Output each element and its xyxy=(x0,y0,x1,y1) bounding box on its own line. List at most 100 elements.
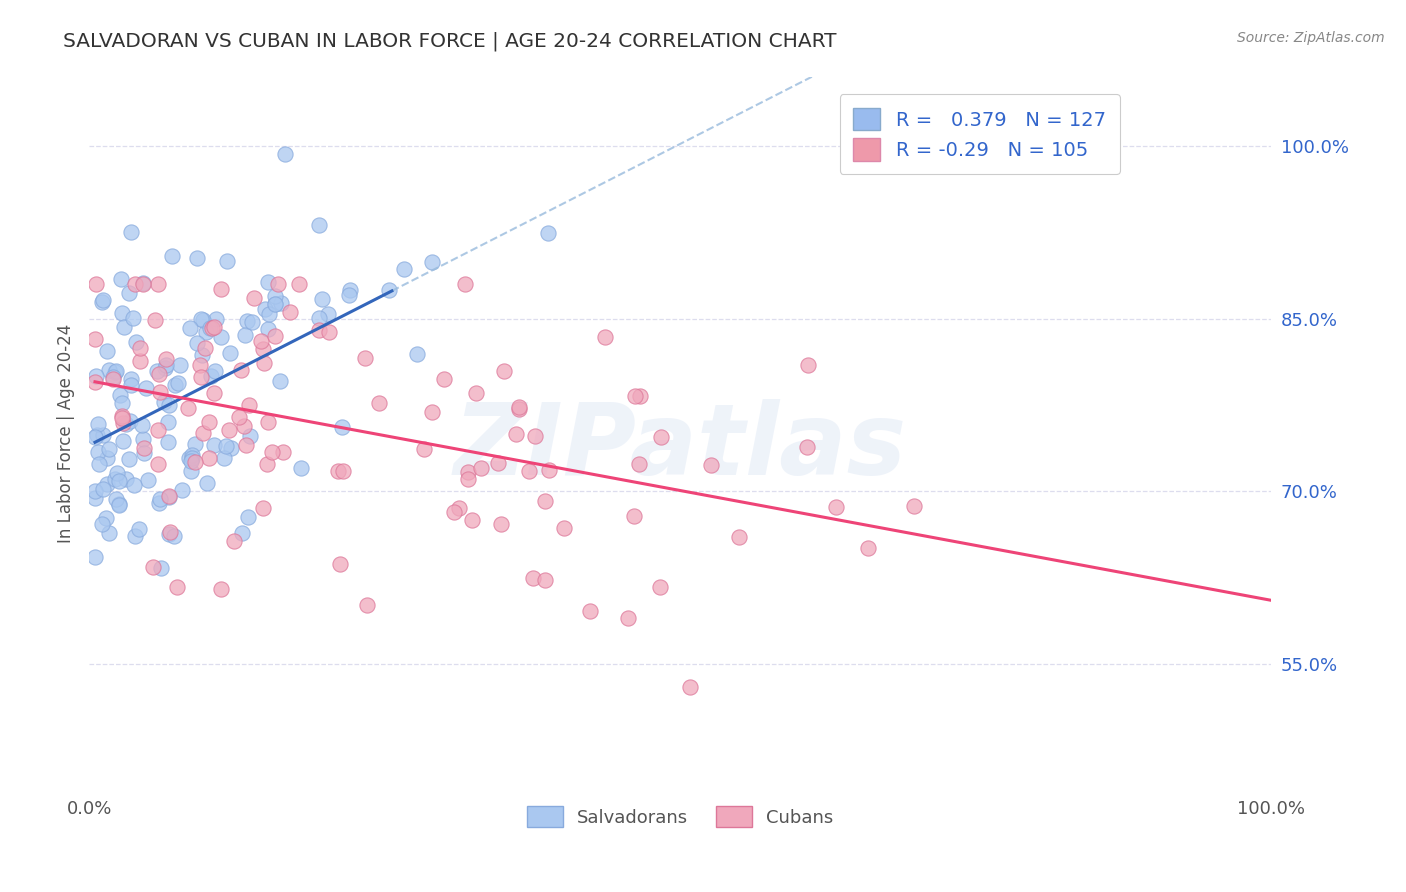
Point xyxy=(184,455,207,469)
Point xyxy=(108,498,131,512)
Point xyxy=(231,525,253,540)
Point xyxy=(308,311,330,326)
Point xyxy=(148,367,170,381)
Point xyxy=(250,334,273,348)
Point xyxy=(209,282,232,296)
Point xyxy=(308,218,330,232)
Point xyxy=(903,500,925,514)
Point xyxy=(194,326,217,340)
Point xyxy=(326,464,349,478)
Point xyxy=(114,417,136,432)
Point xyxy=(125,335,148,350)
Point xyxy=(215,439,238,453)
Point xyxy=(202,320,225,334)
Point xyxy=(153,361,176,376)
Point xyxy=(96,450,118,465)
Point xyxy=(464,386,486,401)
Point xyxy=(239,429,262,443)
Point xyxy=(195,476,218,491)
Point xyxy=(163,378,186,392)
Point xyxy=(96,477,118,491)
Point xyxy=(392,262,415,277)
Point xyxy=(155,352,177,367)
Point xyxy=(194,341,217,355)
Point xyxy=(263,328,285,343)
Point xyxy=(97,525,120,540)
Point xyxy=(101,372,124,386)
Point xyxy=(796,440,818,454)
Point xyxy=(149,384,172,399)
Point xyxy=(156,434,179,449)
Point xyxy=(308,322,330,336)
Point xyxy=(252,500,274,515)
Point xyxy=(107,474,129,488)
Point xyxy=(184,437,207,451)
Point xyxy=(112,320,135,334)
Point xyxy=(256,322,278,336)
Point xyxy=(148,277,170,292)
Point xyxy=(86,277,108,292)
Point xyxy=(93,483,115,497)
Point xyxy=(118,452,141,467)
Point xyxy=(209,330,232,344)
Point xyxy=(146,457,169,471)
Point xyxy=(579,604,602,618)
Point xyxy=(132,432,155,446)
Point xyxy=(198,415,221,429)
Point xyxy=(824,500,846,514)
Point xyxy=(101,369,124,384)
Point xyxy=(122,478,145,492)
Point xyxy=(149,491,172,506)
Point xyxy=(124,528,146,542)
Point xyxy=(517,464,540,478)
Point xyxy=(856,541,879,555)
Point xyxy=(492,364,515,378)
Point xyxy=(111,395,134,409)
Point xyxy=(271,445,294,459)
Point xyxy=(201,321,224,335)
Point xyxy=(87,417,110,431)
Point xyxy=(252,342,274,356)
Point xyxy=(269,374,291,388)
Point xyxy=(212,450,235,465)
Point xyxy=(623,509,645,524)
Point xyxy=(617,611,640,625)
Point xyxy=(118,414,141,428)
Point xyxy=(420,404,443,418)
Point xyxy=(253,302,276,317)
Point xyxy=(120,372,142,386)
Point xyxy=(624,389,647,403)
Point xyxy=(288,277,311,292)
Point xyxy=(186,251,208,265)
Point xyxy=(553,521,575,535)
Point xyxy=(157,398,180,412)
Point xyxy=(330,420,353,434)
Point xyxy=(86,368,108,383)
Point xyxy=(104,363,127,377)
Point xyxy=(256,458,278,472)
Point xyxy=(522,571,544,585)
Point xyxy=(449,501,471,516)
Point xyxy=(157,490,180,504)
Point xyxy=(253,356,276,370)
Point xyxy=(204,364,226,378)
Point xyxy=(191,348,214,362)
Point xyxy=(134,445,156,459)
Point xyxy=(163,529,186,543)
Point xyxy=(124,277,146,292)
Point xyxy=(263,297,285,311)
Point xyxy=(235,438,257,452)
Point xyxy=(120,378,142,392)
Point xyxy=(240,315,263,329)
Point xyxy=(413,442,436,456)
Point xyxy=(177,401,200,416)
Point xyxy=(231,363,253,377)
Point xyxy=(262,445,284,459)
Point xyxy=(329,557,352,571)
Point xyxy=(136,473,159,487)
Point xyxy=(117,286,139,301)
Point xyxy=(190,311,212,326)
Point xyxy=(97,442,120,456)
Point xyxy=(167,376,190,390)
Point xyxy=(108,497,131,511)
